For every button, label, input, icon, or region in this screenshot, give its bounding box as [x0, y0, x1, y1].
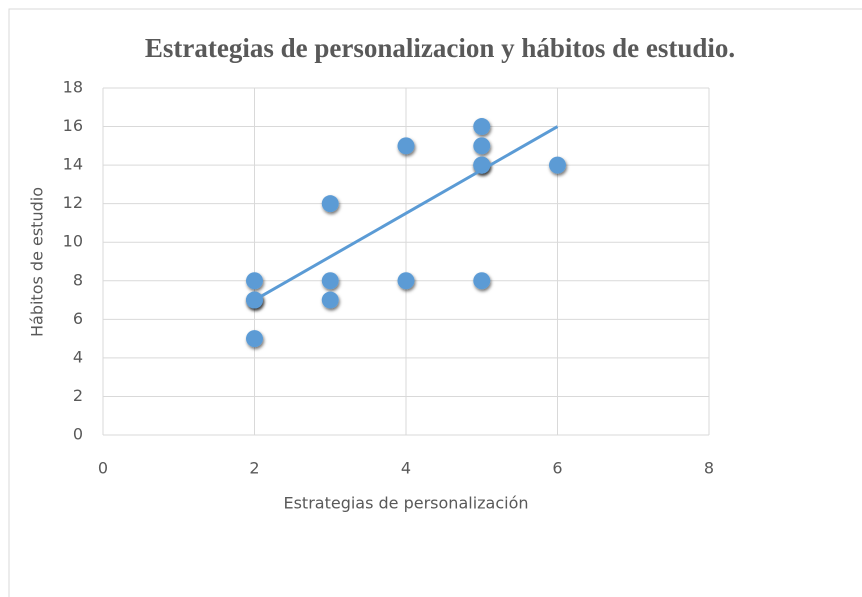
data-point — [473, 118, 491, 136]
data-point — [473, 272, 491, 290]
data-point — [397, 272, 415, 290]
x-tick-label: 2 — [249, 459, 259, 478]
x-axis-label: Estrategias de personalización — [283, 494, 528, 513]
data-point — [549, 156, 566, 174]
y-tick-label: 0 — [73, 425, 83, 444]
chart-border — [8, 8, 862, 597]
data-point — [246, 272, 263, 290]
data-point — [321, 195, 339, 213]
y-tick-label: 12 — [63, 193, 83, 212]
y-tick-label: 6 — [73, 309, 83, 328]
y-tick-label: 10 — [63, 232, 83, 251]
x-tick-label: 0 — [98, 459, 108, 478]
y-tick-label: 16 — [63, 116, 83, 135]
x-tick-label: 6 — [552, 459, 562, 478]
data-point — [321, 272, 339, 290]
y-tick-label: 4 — [73, 347, 83, 366]
data-point — [397, 137, 415, 155]
y-axis-label: Hábitos de estudio — [28, 187, 47, 337]
data-point — [321, 291, 339, 309]
data-point — [473, 156, 491, 174]
data-point — [246, 330, 263, 348]
data-point — [473, 137, 491, 155]
trendline — [253, 125, 559, 302]
chart-title: Estrategias de personalizacion y hábitos… — [144, 33, 736, 63]
x-tick-label: 4 — [401, 459, 411, 478]
y-tick-label: 8 — [73, 270, 83, 289]
y-tick-label: 2 — [73, 386, 83, 405]
y-tick-label: 18 — [63, 78, 83, 97]
y-tick-label: 14 — [63, 155, 83, 174]
x-tick-label: 8 — [704, 459, 714, 478]
